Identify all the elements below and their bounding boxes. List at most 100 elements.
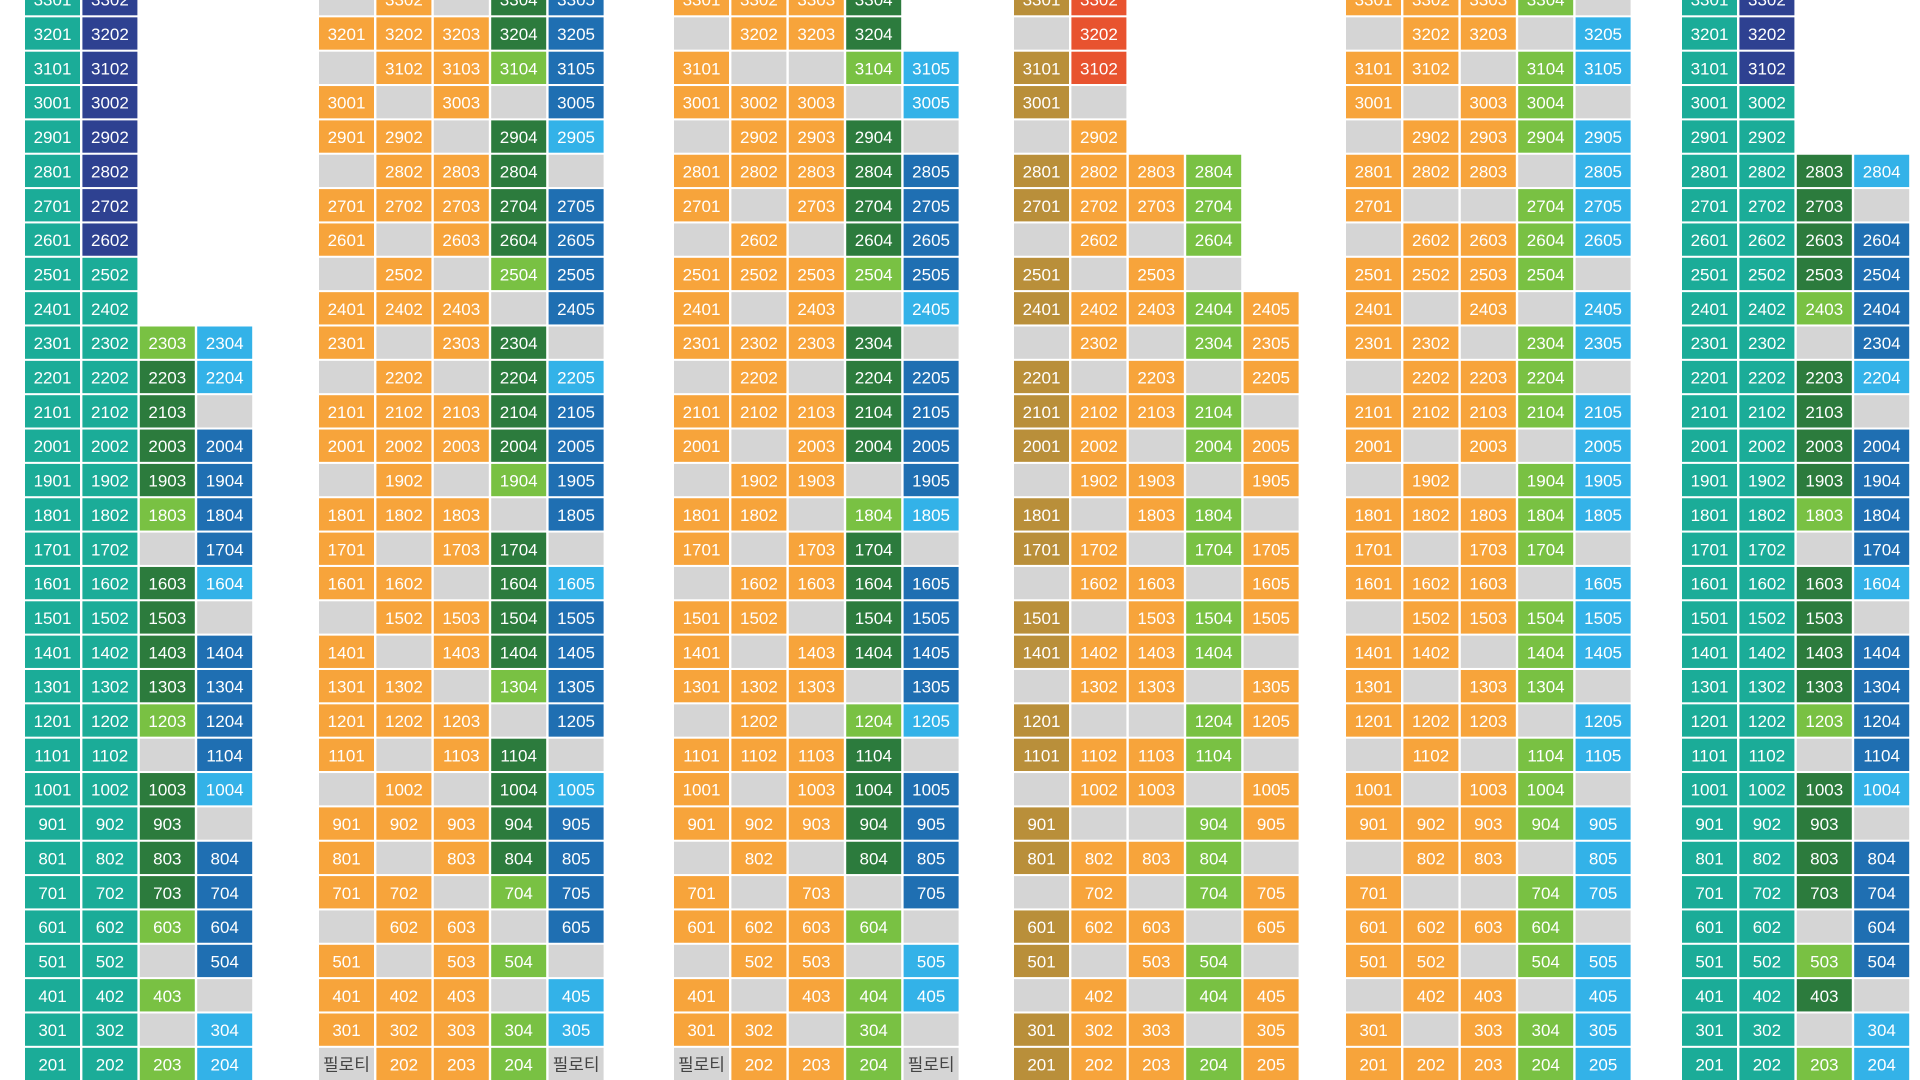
unit-label: 2703 <box>1137 197 1175 216</box>
unit-label: 203 <box>1810 1056 1838 1075</box>
unit-cell <box>731 360 787 394</box>
unit-cell <box>731 223 787 256</box>
unit-cell <box>1460 223 1516 256</box>
unit-cell <box>1403 395 1459 428</box>
unit-label: 2503 <box>797 265 835 284</box>
unit-label: 501 <box>1027 952 1055 971</box>
unit-label: 1204 <box>855 712 893 731</box>
unit-cell <box>674 979 729 1012</box>
unit-cell <box>139 704 195 737</box>
empty-unit <box>1243 635 1299 668</box>
unit-label: 704 <box>505 884 533 903</box>
empty-unit <box>1403 189 1459 222</box>
unit-label: 3202 <box>385 25 423 44</box>
empty-unit <box>1128 326 1184 359</box>
unit-label: 2701 <box>1023 197 1061 216</box>
unit-cell <box>1854 635 1910 668</box>
unit-cell <box>1460 17 1516 50</box>
unit-cell <box>1243 601 1299 634</box>
unit-label: 901 <box>1695 815 1723 834</box>
unit-label: 2903 <box>1469 128 1507 147</box>
unit-label: 1804 <box>206 506 244 525</box>
unit-cell <box>319 223 374 256</box>
unit-label: 필로티 <box>323 1056 370 1075</box>
unit-cell <box>1682 429 1737 462</box>
unit-label: 201 <box>38 1056 66 1075</box>
unit-label: 305 <box>1257 1021 1285 1040</box>
unit-cell <box>1460 86 1516 119</box>
unit-cell <box>1575 601 1631 634</box>
unit-label: 1005 <box>557 781 595 800</box>
unit-label: 3302 <box>91 0 129 10</box>
unit-cell <box>788 979 844 1012</box>
unit-label: 1003 <box>1469 781 1507 800</box>
unit-cell <box>674 189 729 222</box>
unit-cell <box>731 1013 787 1046</box>
unit-label: 2605 <box>912 231 950 250</box>
unit-cell <box>1071 738 1127 771</box>
unit-cell <box>548 360 604 394</box>
unit-cell <box>1739 773 1795 806</box>
unit-cell <box>1739 120 1795 153</box>
unit-cell <box>1796 601 1852 634</box>
empty-unit <box>1346 463 1401 497</box>
unit-label: 1001 <box>34 781 72 800</box>
unit-cell <box>25 1047 80 1080</box>
unit-label: 2403 <box>1469 300 1507 319</box>
unit-label: 602 <box>96 918 124 937</box>
empty-unit <box>1128 532 1184 565</box>
unit-cell <box>788 566 844 600</box>
unit-label: 2604 <box>500 231 538 250</box>
unit-cell <box>1186 189 1242 222</box>
unit-label: 2501 <box>1023 265 1061 284</box>
unit-label: 1102 <box>741 746 778 765</box>
unit-label: 2702 <box>385 197 423 216</box>
unit-cell <box>25 86 80 119</box>
unit-label: 2301 <box>34 334 72 353</box>
unit-cell <box>846 395 902 428</box>
unit-cell <box>1403 51 1459 84</box>
empty-unit <box>319 257 374 291</box>
unit-label: 603 <box>447 918 475 937</box>
unit-cell <box>1796 704 1852 737</box>
unit-label: 2403 <box>797 300 835 319</box>
unit-label: 2202 <box>740 369 778 388</box>
empty-unit <box>197 395 253 428</box>
unit-label: 604 <box>211 918 239 937</box>
unit-cell <box>491 944 547 978</box>
unit-label: 1905 <box>557 472 595 491</box>
unit-label: 2801 <box>1355 162 1393 181</box>
unit-cell <box>491 670 547 703</box>
unit-label: 2304 <box>206 334 244 353</box>
unit-label: 2204 <box>855 369 893 388</box>
empty-unit <box>1071 360 1127 394</box>
unit-cell <box>1796 189 1852 222</box>
unit-cell <box>1460 670 1516 703</box>
unit-cell <box>731 120 787 153</box>
unit-label: 1404 <box>206 643 244 662</box>
unit-label: 1502 <box>385 609 423 628</box>
unit-label: 1504 <box>500 609 538 628</box>
unit-cell <box>197 773 253 806</box>
unit-label: 1004 <box>500 781 538 800</box>
unit-cell <box>1739 635 1795 668</box>
unit-label: 302 <box>1753 1021 1781 1040</box>
unit-cell <box>1346 910 1401 943</box>
unit-cell <box>82 566 138 600</box>
unit-label: 801 <box>1027 849 1055 868</box>
unit-cell <box>1682 773 1737 806</box>
unit-cell <box>82 738 138 771</box>
unit-label: 605 <box>562 918 590 937</box>
unit-cell <box>548 876 604 909</box>
unit-label: 1201 <box>1355 712 1393 731</box>
unit-label: 2405 <box>1252 300 1290 319</box>
unit-label: 1802 <box>740 506 778 525</box>
unit-cell <box>376 0 432 16</box>
unit-cell <box>1071 773 1127 806</box>
unit-label: 2003 <box>1805 437 1843 456</box>
unit-label: 1701 <box>328 540 366 559</box>
unit-cell <box>1460 704 1516 737</box>
unit-cell <box>1575 566 1631 600</box>
empty-unit <box>319 773 374 806</box>
unit-label: 2504 <box>500 265 538 284</box>
